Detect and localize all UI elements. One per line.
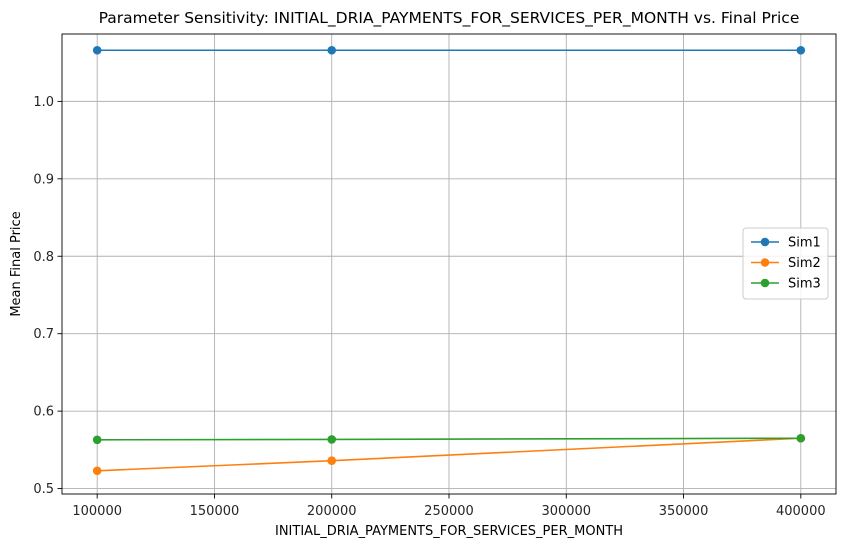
data-point-sim2 — [92, 466, 102, 476]
data-point-sim1 — [796, 45, 806, 55]
chart-title: Parameter Sensitivity: INITIAL_DRIA_PAYM… — [99, 9, 800, 28]
series-layer — [92, 45, 806, 476]
x-tick-label: 350000 — [659, 504, 709, 519]
x-tick-label: 200000 — [307, 504, 357, 519]
y-axis-label: Mean Final Price — [9, 211, 24, 316]
data-point-sim3 — [796, 433, 806, 443]
data-point-sim3 — [92, 435, 102, 445]
y-tick-label: 0.7 — [33, 327, 54, 342]
legend-marker-sim2 — [760, 258, 770, 267]
x-tick-label: 400000 — [776, 504, 826, 519]
x-tick-label: 150000 — [190, 504, 240, 519]
x-tick-label: 100000 — [72, 504, 122, 519]
x-axis-ticks: 100000 150000 200000 250000 300000 350000 4000… — [72, 494, 826, 519]
legend-label-sim2: Sim2 — [788, 256, 821, 271]
data-point-sim2 — [327, 456, 337, 466]
data-point-sim1 — [327, 45, 337, 55]
y-tick-label: 0.5 — [33, 482, 54, 497]
data-point-sim1 — [92, 45, 102, 55]
data-point-sim3 — [327, 435, 337, 444]
x-tick-label: 300000 — [541, 504, 591, 519]
legend-label-sim3: Sim3 — [788, 277, 821, 292]
y-tick-label: 0.9 — [33, 172, 54, 187]
y-tick-label: 0.8 — [33, 250, 54, 265]
y-tick-label: 0.6 — [33, 405, 54, 420]
y-tick-label: 1.0 — [33, 95, 54, 110]
legend: Sim1 Sim2 Sim3 — [742, 227, 829, 300]
y-axis-ticks: 0.5 0.6 0.7 0.8 0.9 1.0 — [33, 95, 62, 497]
legend-label-sim1: Sim1 — [788, 236, 821, 251]
grid-lines — [62, 34, 836, 494]
legend-marker-sim1 — [760, 237, 770, 247]
x-tick-label: 250000 — [424, 504, 474, 519]
legend-marker-sim3 — [760, 278, 770, 288]
x-axis-label: INITIAL_DRIA_PAYMENTS_FOR_SERVICES_PER_M… — [275, 524, 623, 539]
